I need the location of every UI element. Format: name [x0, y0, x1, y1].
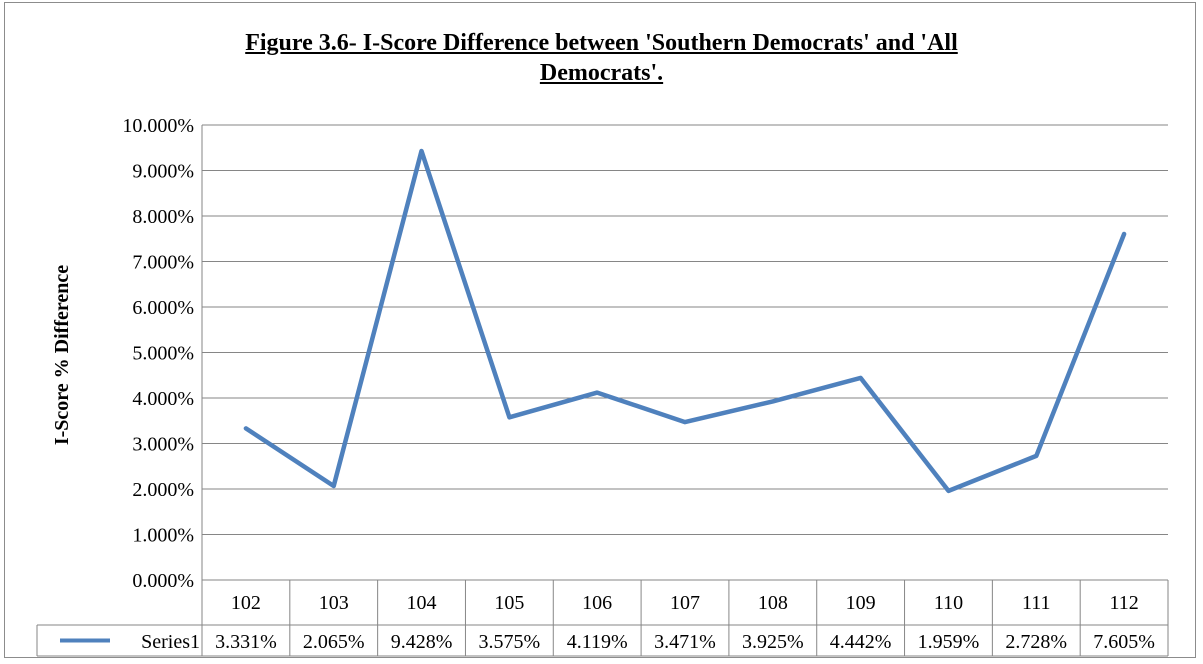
series-lines [243, 148, 1127, 494]
data-table-value: 2.065% [303, 631, 365, 653]
x-tick-label: 103 [319, 592, 349, 614]
data-table-value: 2.728% [1005, 631, 1067, 653]
x-tick-label: 112 [1109, 592, 1138, 614]
x-tick-label: 104 [407, 592, 437, 614]
data-table-value: 4.119% [567, 631, 628, 653]
chart-title-line-1: Figure 3.6- I-Score Difference between '… [245, 30, 958, 56]
y-tick-label: 8.000% [132, 206, 194, 228]
y-axis-label: I-Score % Difference [51, 265, 73, 445]
x-tick-label: 111 [1022, 592, 1051, 614]
y-tick-label: 6.000% [132, 297, 194, 319]
x-tick-label: 102 [231, 592, 261, 614]
y-tick-label: 3.000% [132, 434, 194, 456]
data-table-value: 3.331% [215, 631, 277, 653]
x-tick-label: 108 [758, 592, 788, 614]
data-table-value: 4.442% [830, 631, 892, 653]
x-tick-label: 110 [934, 592, 963, 614]
x-tick-label: 105 [494, 592, 524, 614]
y-tick-label: 7.000% [132, 252, 194, 274]
data-table-value: 3.925% [742, 631, 804, 653]
y-tick-label: 1.000% [132, 525, 194, 547]
chart-title-line-2: Democrats'. [539, 60, 664, 86]
data-table-value: 3.471% [654, 631, 716, 653]
y-tick-label: 4.000% [132, 388, 194, 410]
y-tick-label: 10.000% [122, 115, 194, 137]
gridlines [201, 124, 1168, 581]
data-table-value: 1.959% [918, 631, 980, 653]
x-tick-label: 109 [846, 592, 876, 614]
x-tick-label: 107 [670, 592, 700, 614]
y-tick-label: 0.000% [132, 570, 194, 592]
y-tick-label: 5.000% [132, 343, 194, 365]
y-axis-ticks: 0.000% 1.000% 2.000% 3.000% 4.000% 5.000% 6.00… [122, 115, 194, 592]
legend-series-name: Series1 [141, 631, 200, 653]
y-tick-label: 9.000% [132, 161, 194, 183]
data-table-value: 9.428% [391, 631, 453, 653]
y-tick-label: 2.000% [132, 479, 194, 501]
x-tick-label: 106 [582, 592, 612, 614]
chart-title: Figure 3.6- I-Score Difference between '… [0, 28, 1203, 88]
data-table-value: 7.605% [1093, 631, 1155, 653]
series-line-series1 [243, 148, 1127, 494]
chart-frame [4, 2, 1196, 658]
data-table-value: 3.575% [479, 631, 541, 653]
data-table: 102 103 104 105 106 107 108 109 110 111 112 Series1… [36, 579, 1169, 657]
